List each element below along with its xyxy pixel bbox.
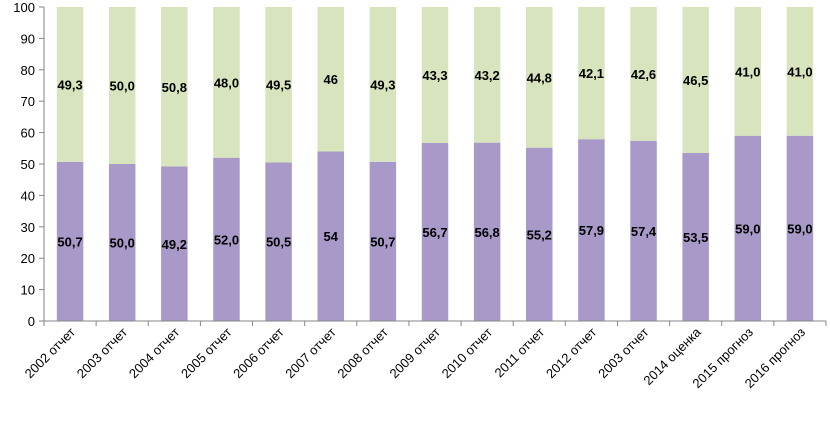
- data-label-2-15: 41,0: [787, 64, 812, 79]
- data-label-2-9: 43,2: [474, 68, 499, 83]
- bar-segment-2-4: [213, 7, 240, 158]
- data-label-1-4: 52,0: [214, 232, 239, 247]
- bar-segment-2-14: [734, 7, 762, 136]
- bar-segment-2-7: [369, 7, 397, 162]
- bar-segment-1-15: [786, 135, 814, 321]
- x-tick-label-2: 2003 отчет: [74, 324, 131, 381]
- bar-segment-1-11: [578, 139, 605, 321]
- bar-segment-1-2: [108, 164, 136, 321]
- bar-segment-2-11: [578, 7, 605, 140]
- x-tick-label-12: 2003 отчет: [595, 324, 652, 381]
- data-label-2-14: 41,0: [735, 64, 760, 79]
- y-tick-label-0: 0: [28, 314, 35, 329]
- y-tick-label-4: 40: [21, 188, 35, 203]
- x-tick-label-3: 2004 отчет: [126, 324, 183, 381]
- x-tick-label-6: 2007 отчет: [282, 324, 339, 381]
- y-tick-label-10: 100: [13, 0, 35, 15]
- x-tick-label-11: 2012 отчет: [543, 324, 600, 381]
- data-label-2-4: 48,0: [214, 75, 239, 90]
- x-tick-label-7: 2008 отчет: [334, 324, 391, 381]
- data-label-1-1: 50,7: [57, 234, 82, 249]
- data-label-2-11: 42,1: [579, 66, 604, 81]
- data-label-2-3: 50,8: [162, 80, 187, 95]
- bar-segment-2-9: [473, 7, 501, 143]
- y-tick-label-6: 60: [21, 126, 35, 141]
- bar-segment-2-15: [786, 7, 814, 136]
- bar-segment-1-10: [526, 147, 553, 321]
- data-label-2-8: 43,3: [422, 68, 447, 83]
- y-tick-label-1: 10: [21, 283, 35, 298]
- data-label-1-14: 59,0: [735, 221, 760, 236]
- bars-layer: [56, 7, 814, 321]
- data-label-2-6: 46: [323, 72, 337, 87]
- x-tick-label-5: 2006 отчет: [230, 324, 287, 381]
- data-labels-layer: 50,7 49,3 50,0 50,0 49,2 50,8 52,0 48,0 50,5 49,5…: [57, 64, 812, 251]
- data-label-1-3: 49,2: [162, 237, 187, 252]
- bar-segment-1-14: [734, 135, 762, 321]
- data-label-1-11: 57,9: [579, 223, 604, 238]
- bar-segment-2-3: [161, 7, 188, 167]
- data-label-1-10: 55,2: [527, 227, 552, 242]
- x-tick-label-4: 2005 отчет: [178, 324, 235, 381]
- data-label-2-13: 46,5: [683, 73, 708, 88]
- data-label-1-13: 53,5: [683, 230, 708, 245]
- bar-segment-1-8: [421, 142, 449, 321]
- data-label-1-7: 50,7: [370, 234, 395, 249]
- data-label-2-10: 44,8: [527, 70, 552, 85]
- x-tick-label-1: 2002 отчет: [22, 324, 79, 381]
- bar-segment-1-9: [473, 142, 501, 321]
- x-tick-label-10: 2011 отчет: [492, 324, 548, 380]
- bar-segment-2-13: [682, 7, 709, 154]
- data-label-1-6: 54: [323, 229, 338, 244]
- bar-segment-2-6: [317, 7, 344, 152]
- y-tick-label-3: 30: [21, 220, 35, 235]
- y-tick-label-5: 50: [21, 157, 35, 172]
- bar-segment-1-1: [56, 161, 84, 321]
- y-tick-label-8: 80: [21, 63, 35, 78]
- data-label-2-12: 42,6: [631, 67, 656, 82]
- bar-segment-1-4: [213, 157, 240, 321]
- data-label-1-9: 56,8: [474, 225, 499, 240]
- data-label-1-5: 50,5: [266, 235, 291, 250]
- bar-segment-2-1: [56, 7, 84, 162]
- data-label-2-2: 50,0: [110, 79, 135, 94]
- data-label-2-7: 49,3: [370, 77, 395, 92]
- bar-segment-1-5: [265, 162, 292, 321]
- y-tick-label-2: 20: [21, 251, 35, 266]
- bar-segment-1-3: [161, 166, 188, 321]
- data-label-1-2: 50,0: [110, 236, 135, 251]
- bar-segment-2-12: [630, 7, 657, 141]
- bar-segment-1-13: [682, 153, 709, 321]
- y-tick-label-7: 70: [21, 94, 35, 109]
- y-tick-label-9: 90: [21, 31, 35, 46]
- data-label-1-8: 56,7: [422, 225, 447, 240]
- data-label-1-15: 59,0: [787, 221, 812, 236]
- x-tick-label-8: 2009 отчет: [387, 324, 444, 381]
- data-label-2-1: 49,3: [57, 77, 82, 92]
- bar-segment-1-6: [317, 151, 344, 321]
- x-tick-label-9: 2010 отчет: [439, 324, 496, 381]
- data-label-2-5: 49,5: [266, 78, 291, 93]
- data-label-1-12: 57,4: [631, 224, 657, 239]
- bar-segment-2-2: [108, 7, 136, 164]
- bar-segment-1-12: [630, 140, 657, 321]
- bar-segment-1-7: [369, 161, 397, 321]
- bar-segment-2-5: [265, 7, 292, 163]
- bar-segment-2-10: [526, 7, 553, 148]
- bar-segment-2-8: [421, 7, 449, 143]
